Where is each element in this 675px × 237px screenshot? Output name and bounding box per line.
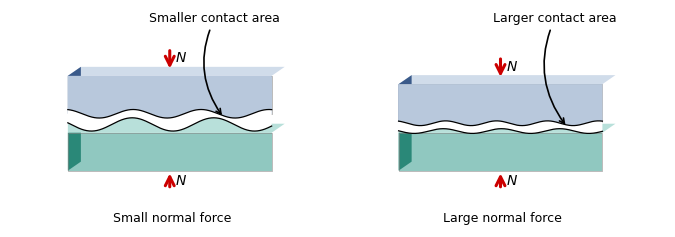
Polygon shape [68,76,271,114]
Polygon shape [399,84,602,122]
Text: N: N [176,51,186,65]
Text: N: N [506,60,517,74]
Polygon shape [68,67,285,76]
Polygon shape [399,75,412,122]
Text: Large normal force: Large normal force [443,212,562,224]
Text: N: N [506,174,517,188]
Polygon shape [68,124,81,171]
Text: N: N [176,174,186,188]
Polygon shape [399,75,616,84]
Polygon shape [399,133,602,171]
Polygon shape [399,124,616,133]
Polygon shape [68,124,285,133]
Polygon shape [68,67,81,114]
Polygon shape [68,133,271,171]
Text: Smaller contact area: Smaller contact area [149,12,280,114]
Text: Larger contact area: Larger contact area [493,12,617,123]
Text: Small normal force: Small normal force [113,212,232,224]
Polygon shape [399,124,412,171]
